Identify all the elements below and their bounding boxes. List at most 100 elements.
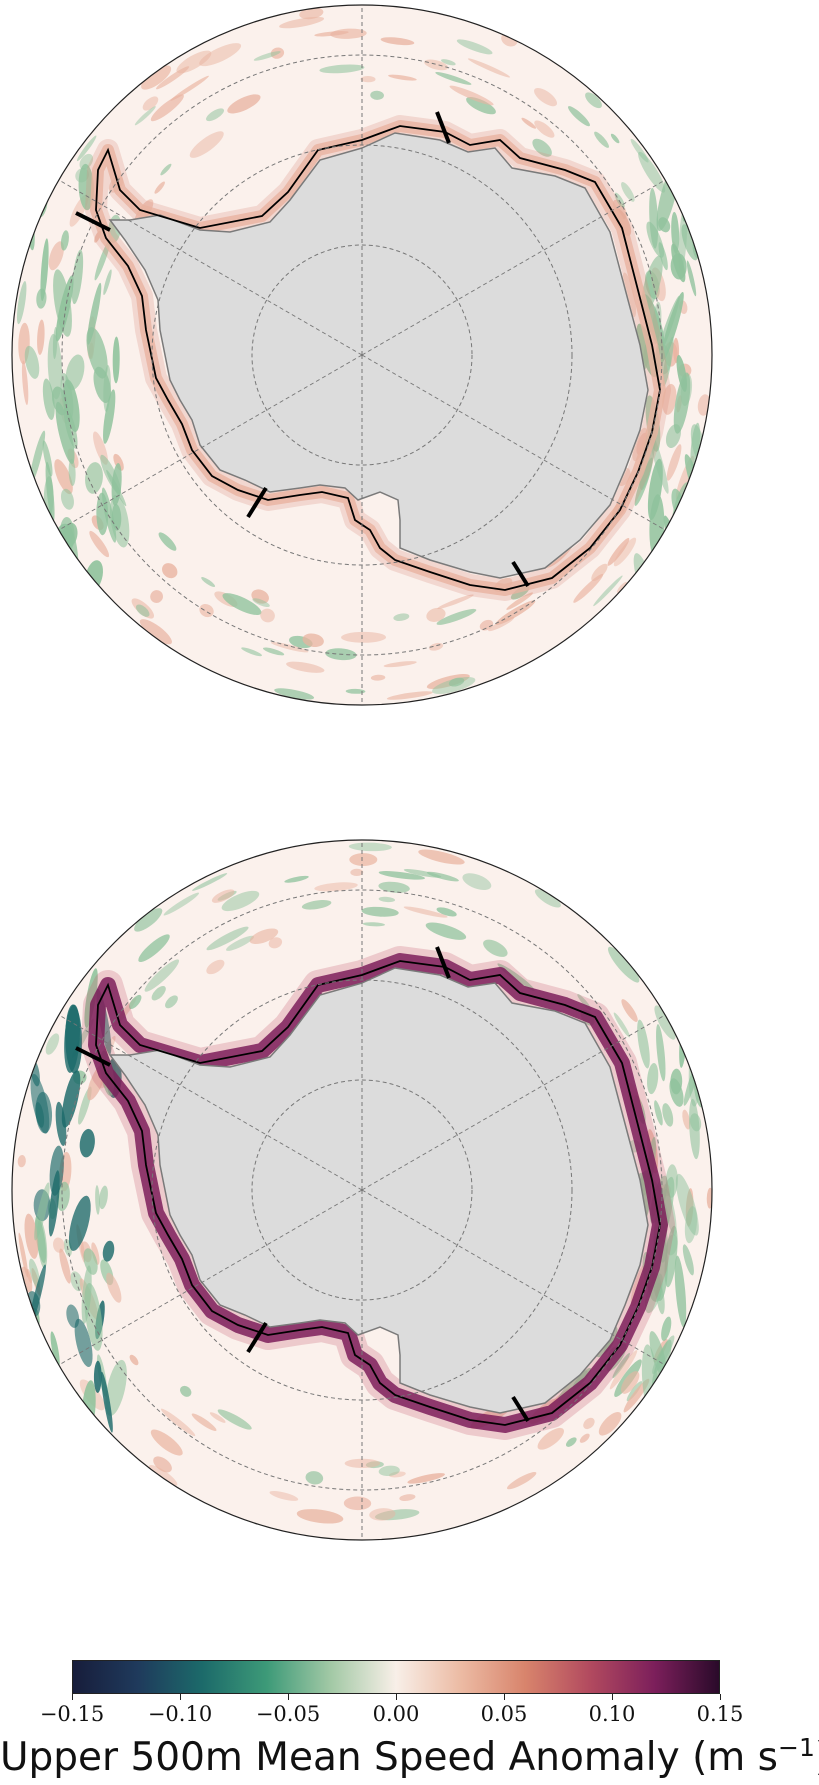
anomaly-patch bbox=[343, 1496, 372, 1511]
anomaly-patch bbox=[24, 345, 40, 379]
anomaly-patch bbox=[641, 255, 663, 313]
anomaly-patch bbox=[206, 959, 225, 975]
anomaly-patch bbox=[426, 607, 446, 622]
anomaly-patch bbox=[407, 1473, 445, 1484]
anomaly-patch bbox=[403, 906, 448, 918]
anomaly-patch bbox=[53, 269, 72, 337]
colorbar-gradient bbox=[72, 1660, 720, 1694]
colorbar-tick bbox=[503, 1694, 505, 1700]
anomaly-patch bbox=[670, 551, 686, 594]
anomaly-patch bbox=[682, 184, 699, 222]
anomaly-patch bbox=[55, 401, 75, 464]
map-content bbox=[12, 840, 712, 1540]
anomaly-patch bbox=[26, 1268, 33, 1284]
anomaly-patch bbox=[217, 1409, 252, 1430]
anomaly-patch bbox=[160, 1408, 196, 1437]
colorbar-tick bbox=[719, 1694, 721, 1700]
anomaly-patch bbox=[100, 1371, 113, 1433]
anomaly-patch bbox=[612, 1352, 630, 1379]
anomaly-patch bbox=[645, 570, 662, 607]
anomaly-patch bbox=[260, 608, 275, 623]
anomaly-patch bbox=[607, 946, 640, 983]
anomaly-patch bbox=[661, 1316, 672, 1341]
anomaly-patch bbox=[86, 327, 108, 379]
anomaly-patch bbox=[45, 461, 55, 523]
anomaly-patch bbox=[134, 908, 163, 932]
anomaly-patch bbox=[61, 1070, 81, 1128]
anomaly-patch bbox=[669, 1078, 684, 1107]
anomaly-patch bbox=[78, 163, 94, 211]
anomaly-patch bbox=[68, 1195, 91, 1251]
anomaly-patch bbox=[113, 453, 124, 471]
anomaly-patch bbox=[64, 1004, 80, 1073]
anomaly-patch bbox=[403, 869, 442, 878]
colorbar-tick-label: −0.15 bbox=[39, 1702, 105, 1726]
anomaly-patch bbox=[60, 230, 69, 251]
anomaly-patch bbox=[319, 64, 365, 74]
anomaly-patch bbox=[345, 688, 366, 694]
anomaly-patch bbox=[647, 1062, 659, 1095]
anomaly-patch bbox=[84, 1282, 103, 1351]
anomaly-patch bbox=[644, 1273, 663, 1314]
anomaly-patch bbox=[378, 881, 410, 893]
anomaly-patch bbox=[622, 272, 637, 318]
anomaly-patch bbox=[37, 1349, 46, 1380]
anomaly-patch bbox=[386, 691, 433, 700]
anomaly-patch bbox=[16, 281, 27, 325]
anomaly-patch bbox=[153, 1456, 172, 1473]
anomaly-patch bbox=[85, 462, 103, 494]
anomaly-patch bbox=[369, 1508, 396, 1521]
anomaly-patch bbox=[142, 96, 159, 111]
anomaly-patch bbox=[534, 889, 561, 908]
antarctica-landmass bbox=[108, 967, 649, 1414]
anomaly-patch bbox=[647, 458, 663, 521]
anomaly-patch bbox=[665, 1164, 678, 1198]
colorbar-tick-label: 0.10 bbox=[588, 1702, 636, 1726]
anomaly-patch bbox=[111, 503, 122, 531]
anomaly-patch bbox=[209, 1412, 226, 1423]
anomaly-patch bbox=[441, 59, 456, 66]
transect-marker bbox=[75, 1046, 111, 1067]
anomaly-patch bbox=[129, 1354, 139, 1366]
anomaly-patch bbox=[270, 47, 285, 59]
map-bottom bbox=[0, 835, 819, 1650]
anomaly-patch bbox=[479, 619, 494, 631]
anomaly-patch bbox=[674, 1255, 687, 1328]
anomaly-patch bbox=[134, 106, 156, 126]
anomaly-patch bbox=[71, 249, 84, 305]
meridian-gridline bbox=[361, 1014, 666, 1191]
anomaly-patch bbox=[666, 444, 682, 481]
anomaly-patch bbox=[189, 131, 224, 158]
anomaly-patch bbox=[165, 995, 178, 1009]
anomaly-patch bbox=[637, 1019, 650, 1069]
transect-marker bbox=[435, 111, 451, 144]
anomaly-patch bbox=[105, 1359, 127, 1416]
polar-map-svg bbox=[11, 839, 713, 1541]
anomaly-patch bbox=[112, 336, 120, 384]
anomaly-patch bbox=[40, 238, 49, 302]
anomaly-patch bbox=[262, 647, 285, 656]
anomaly-patch bbox=[29, 1258, 40, 1288]
anomaly-patch bbox=[662, 1103, 674, 1127]
anomaly-patch bbox=[301, 900, 332, 910]
map-top bbox=[0, 0, 819, 815]
anomaly-patch bbox=[456, 39, 493, 55]
meridian-gridline bbox=[58, 1189, 363, 1366]
anomaly-patch bbox=[47, 333, 63, 400]
transect-marker bbox=[511, 1395, 530, 1423]
transect-marker bbox=[435, 946, 451, 979]
anomaly-patch bbox=[568, 106, 590, 127]
anomaly-patch bbox=[662, 336, 674, 387]
colorbar-tick bbox=[179, 1694, 181, 1700]
colorbar-tick-label: −0.10 bbox=[147, 1702, 213, 1726]
anomaly-patch bbox=[360, 76, 376, 83]
latitude-gridline bbox=[61, 54, 663, 656]
anomaly-patch bbox=[74, 1318, 93, 1368]
anomaly-patch bbox=[222, 593, 262, 616]
colorbar-label: Upper 500m Mean Speed Anomaly (m s−1) bbox=[0, 1733, 819, 1780]
anomaly-patch bbox=[425, 922, 467, 940]
anomaly-patch bbox=[593, 575, 623, 607]
colorbar-tick bbox=[395, 1694, 397, 1700]
anomaly-patch bbox=[163, 892, 200, 916]
anomaly-patch bbox=[603, 1337, 615, 1353]
